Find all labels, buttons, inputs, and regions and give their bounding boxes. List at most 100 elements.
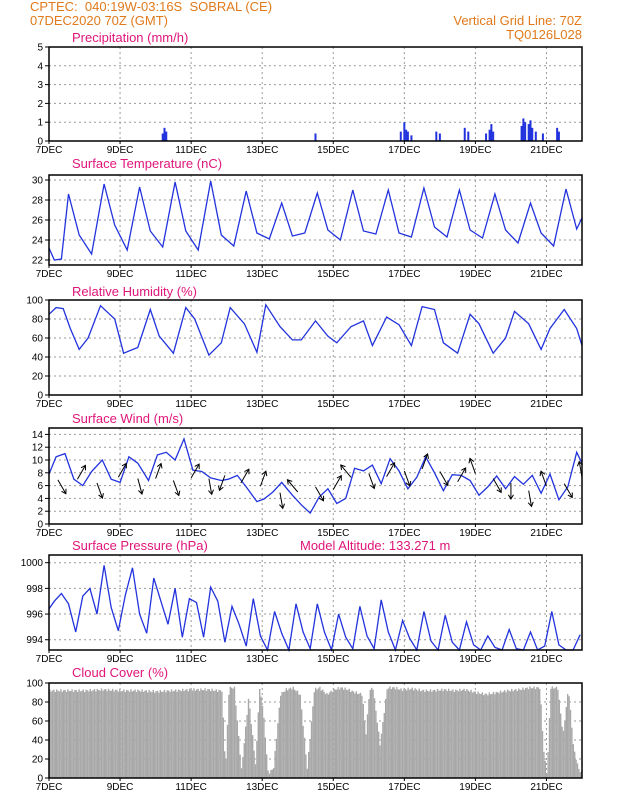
cloud-cover-bar xyxy=(383,712,385,778)
wind-arrowhead xyxy=(61,488,67,495)
cloud-cover-bar xyxy=(359,692,362,778)
cloud-cover-bar xyxy=(578,768,580,778)
cloud-cover-bar xyxy=(310,721,313,778)
cloud-cover-bar xyxy=(298,694,300,778)
cloud-cover-bar xyxy=(142,691,145,778)
cloud-cover-bar xyxy=(530,688,532,778)
cloud-cover-bar xyxy=(575,759,577,778)
cloud-panel: 0 20 40 60 80 100 7DEC 9DEC 11DEC 13DEC 15DEC 17DEC… xyxy=(26,665,583,793)
cloud-cover-bar xyxy=(393,687,395,778)
cloud-cover-bar xyxy=(420,691,422,778)
cloud-cover-bar xyxy=(505,692,507,778)
precip-bar xyxy=(490,124,493,141)
wind-arrowhead xyxy=(286,478,293,485)
cloud-cover-bar xyxy=(480,694,482,778)
cloud-cover-bar xyxy=(260,696,262,778)
cloud-cover-bar xyxy=(207,689,209,778)
wind-vector xyxy=(76,465,86,480)
cloud-cover-bar xyxy=(70,691,72,778)
precip-bar xyxy=(435,131,438,141)
cloud-cover-bar xyxy=(435,691,437,778)
humidity-ytick-label: 40 xyxy=(32,353,44,364)
precip-bar xyxy=(556,127,559,141)
cloud-cover-bar xyxy=(411,687,413,778)
cloud-cover-bar xyxy=(68,691,70,778)
precip-xtick-label: 13DEC xyxy=(246,145,278,156)
cloud-cover-bar xyxy=(285,688,287,778)
wind-vector xyxy=(421,453,429,470)
cloud-cover-bar xyxy=(102,690,104,778)
wind-vector xyxy=(172,480,180,496)
humidity-xtick-label: 11DEC xyxy=(175,399,207,410)
station-title: CPTEC: 040:19W-03:16S SOBRAL (CE) xyxy=(30,0,273,14)
cloud-cover-bar xyxy=(259,688,261,778)
cloud-cover-bar xyxy=(200,688,202,778)
wind-arrowhead xyxy=(468,457,475,464)
cloud-xtick-label: 21DEC xyxy=(530,782,562,793)
cloud-cover-bar xyxy=(337,687,339,778)
cloud-cover-bar xyxy=(180,691,182,778)
cloud-cover-bar xyxy=(466,688,468,778)
cloud-cover-bar xyxy=(162,691,164,778)
humidity-xtick-label: 17DEC xyxy=(388,399,420,410)
cloud-cover-bar xyxy=(309,739,311,778)
cloud-cover-bar xyxy=(161,691,163,778)
temperature-title: Surface Temperature (nC) xyxy=(72,156,222,171)
cloud-cover-bar xyxy=(539,688,541,778)
wind-arrowhead xyxy=(443,480,449,487)
cloud-cover-bar xyxy=(226,724,229,778)
cloud-cover-bar xyxy=(58,691,61,778)
cloud-cover-bar xyxy=(294,689,296,778)
cloud-cover-bar xyxy=(107,688,110,778)
cloud-cover-bar xyxy=(189,688,191,778)
cloud-cover-bar xyxy=(127,690,129,778)
humidity-title: Relative Humidity (%) xyxy=(72,284,197,299)
temperature-xtick-label: 13DEC xyxy=(246,269,278,280)
cloud-cover-bar xyxy=(515,689,517,778)
cloud-cover-bar xyxy=(477,691,479,778)
grid-line-note: Vertical Grid Line: 70Z xyxy=(453,13,582,28)
pressure-xtick-label: 19DEC xyxy=(459,654,491,665)
wind-arrowhead xyxy=(340,464,346,471)
cloud-cover-bar xyxy=(526,687,528,778)
cloud-cover-bar xyxy=(375,710,377,778)
cloud-cover-bar xyxy=(254,764,257,778)
pressure-xtick-label: 17DEC xyxy=(388,654,420,665)
cloud-cover-bar xyxy=(183,691,185,778)
cloud-cover-bar xyxy=(561,726,563,778)
precip-bar xyxy=(403,122,406,141)
cloud-cover-bar xyxy=(316,689,318,778)
wind-arrowhead xyxy=(567,492,573,499)
cloud-cover-bar xyxy=(301,709,303,778)
cloud-cover-bar xyxy=(502,691,504,778)
cloud-cover-bar xyxy=(368,699,370,778)
cloud-cover-bar xyxy=(529,686,531,778)
cloud-cover-bar xyxy=(288,688,290,778)
pressure-xtick-label: 7DEC xyxy=(36,654,63,665)
precip-bar xyxy=(161,133,164,141)
cloud-cover-bar xyxy=(75,690,77,778)
cloud-cover-bar xyxy=(169,692,171,778)
cloud-cover-bar xyxy=(302,725,304,778)
wind-arrowhead xyxy=(370,483,376,490)
model-altitude: Model Altitude: 133.271 m xyxy=(300,538,450,553)
precip-bar xyxy=(527,124,530,141)
cloud-ytick-label: 0 xyxy=(37,774,43,785)
precip-ytick-label: 1 xyxy=(37,118,43,129)
cloud-xtick-label: 15DEC xyxy=(317,782,349,793)
cloud-cover-bar xyxy=(495,691,497,778)
cloud-cover-bar xyxy=(506,689,509,778)
cloud-cover-bar xyxy=(424,692,426,778)
cloud-cover-bar xyxy=(565,706,567,778)
cloud-ytick-label: 40 xyxy=(32,736,44,747)
cloud-cover-bar xyxy=(373,698,376,778)
cloud-cover-bar xyxy=(464,691,467,778)
cloud-cover-bar xyxy=(56,689,58,778)
wind-ytick-label: 14 xyxy=(32,430,44,441)
cloud-cover-bar xyxy=(396,687,398,778)
cloud-cover-bar xyxy=(273,768,275,778)
cloud-cover-bar xyxy=(77,691,79,778)
humidity-xtick-label: 15DEC xyxy=(317,399,349,410)
cloud-cover-bar xyxy=(267,770,269,778)
cloud-ytick-label: 20 xyxy=(32,755,44,766)
